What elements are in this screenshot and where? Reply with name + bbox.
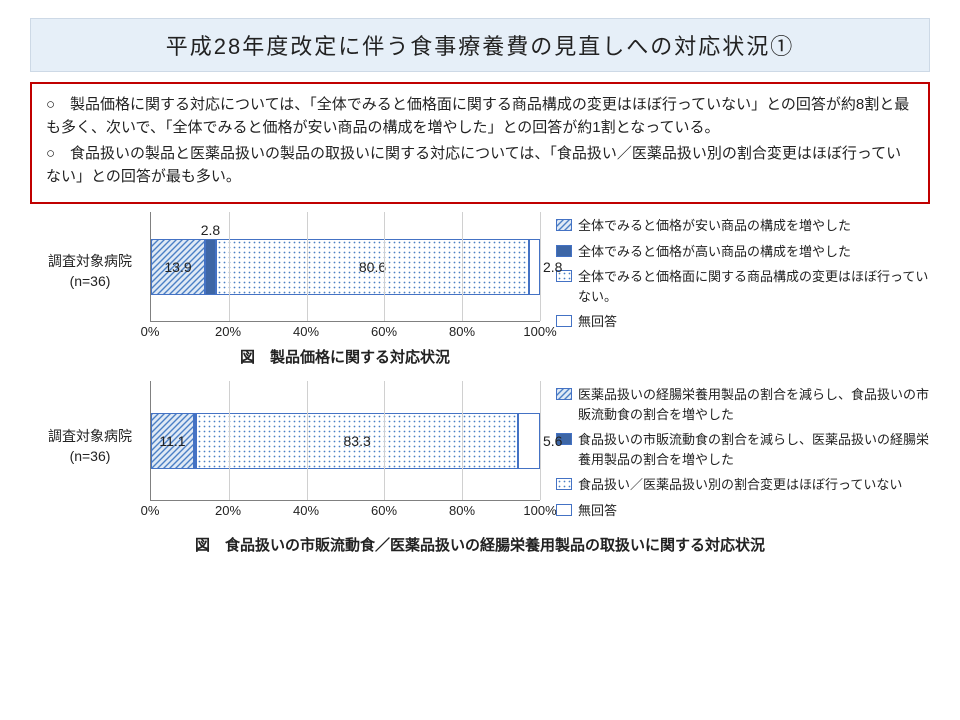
page-root: 平成28年度改定に伴う食事療養費の見直しへの対応状況① ○ 製品価格に関する対応…: [0, 0, 960, 720]
x-tick-label: 80%: [449, 503, 475, 518]
legend-item: 全体でみると価格が高い商品の構成を増やした: [556, 242, 930, 262]
bar-segment: 83.3: [196, 413, 518, 469]
legend-swatch: [556, 504, 572, 516]
chart1-bar: 13.9 2.8 80.6 2.8: [151, 239, 540, 295]
legend-item: 食品扱い／医薬品扱い別の割合変更はほぼ行っていない: [556, 475, 930, 495]
x-tick-label: 60%: [371, 503, 397, 518]
x-tick-label: 100%: [523, 324, 556, 339]
legend-swatch: [556, 219, 572, 231]
bar-segment: 80.6: [216, 239, 529, 295]
x-tick-label: 100%: [523, 503, 556, 518]
chart1-ylabel-line2: (n=36): [30, 272, 150, 292]
legend-text: 無回答: [578, 501, 617, 521]
chart1-legend: 全体でみると価格が安い商品の構成を増やした全体でみると価格が高い商品の構成を増や…: [540, 212, 930, 338]
chart1-caption: 図 製品価格に関する対応状況: [150, 346, 540, 367]
gridline: [229, 212, 230, 321]
x-tick-label: 0%: [141, 503, 160, 518]
bar-segment-label: 83.3: [344, 433, 371, 449]
legend-item: 全体でみると価格が安い商品の構成を増やした: [556, 216, 930, 236]
legend-swatch: [556, 315, 572, 327]
legend-text: 全体でみると価格が安い商品の構成を増やした: [578, 216, 851, 236]
bar-segment-label: 2.8: [543, 259, 562, 275]
legend-item: 無回答: [556, 501, 930, 521]
bar-segment-label: 2.8: [201, 222, 220, 238]
bar-segment: 13.9: [151, 239, 205, 295]
chart1-block: 調査対象病院 (n=36) 13.9 2.8 80.6 2.8 0% 20% 40% 60%…: [30, 212, 930, 367]
chart1-plot-area: 13.9 2.8 80.6 2.8: [150, 212, 540, 322]
x-tick-label: 40%: [293, 503, 319, 518]
bar-segment-label: 13.9: [164, 259, 191, 275]
legend-text: 医薬品扱いの経腸栄養用製品の割合を減らし、食品扱いの市販流動食の割合を増やした: [578, 385, 930, 424]
chart2-bar: 11.1 83.3 5.6: [151, 413, 540, 469]
legend-swatch: [556, 388, 572, 400]
summary-bullet-2: ○ 食品扱いの製品と医薬品扱いの製品の取扱いに関する対応については、「食品扱い／…: [46, 143, 914, 188]
gridline: [384, 212, 385, 321]
legend-item: 医薬品扱いの経腸栄養用製品の割合を減らし、食品扱いの市販流動食の割合を増やした: [556, 385, 930, 424]
chart1-ylabel-line1: 調査対象病院: [30, 252, 150, 272]
chart2-caption: 図 食品扱いの市販流動食／医薬品扱いの経腸栄養用製品の取扱いに関する対応状況: [30, 534, 930, 555]
chart1-xticks: 0%20%40%60%80%100%: [150, 322, 540, 342]
chart2-block: 調査対象病院 (n=36) 11.1 83.3 5.6 0% 20% 40% 60% 80%…: [30, 381, 930, 526]
gridline: [462, 212, 463, 321]
x-tick-label: 20%: [215, 324, 241, 339]
chart2-ylabel-line2: (n=36): [30, 447, 150, 467]
chart2-legend: 医薬品扱いの経腸栄養用製品の割合を減らし、食品扱いの市販流動食の割合を増やした食…: [540, 381, 930, 526]
chart2-ylabel: 調査対象病院 (n=36): [30, 381, 150, 466]
chart1-ylabel: 調査対象病院 (n=36): [30, 212, 150, 291]
chart2-plot-area: 11.1 83.3 5.6: [150, 381, 540, 501]
chart2-plot-col: 11.183.35.6 0%20%40%60%80%100%: [150, 381, 540, 521]
legend-item: 全体でみると価格面に関する商品構成の変更はほぼ行っていない。: [556, 267, 930, 306]
summary-bullet-1: ○ 製品価格に関する対応については、「全体でみると価格面に関する商品構成の変更は…: [46, 94, 914, 139]
legend-swatch: [556, 478, 572, 490]
legend-swatch: [556, 245, 572, 257]
bar-segment: 5.6: [518, 413, 540, 469]
gridline: [384, 381, 385, 500]
summary-box: ○ 製品価格に関する対応については、「全体でみると価格面に関する商品構成の変更は…: [30, 82, 930, 204]
legend-item: 食品扱いの市販流動食の割合を減らし、医薬品扱いの経腸栄養用製品の割合を増やした: [556, 430, 930, 469]
bar-segment: 11.1: [151, 413, 194, 469]
page-title: 平成28年度改定に伴う食事療養費の見直しへの対応状況①: [30, 18, 930, 72]
bar-segment-label: 11.1: [159, 433, 185, 449]
gridline: [307, 212, 308, 321]
gridline: [229, 381, 230, 500]
chart2-ylabel-line1: 調査対象病院: [30, 427, 150, 447]
legend-text: 無回答: [578, 312, 617, 332]
legend-text: 全体でみると価格が高い商品の構成を増やした: [578, 242, 851, 262]
x-tick-label: 0%: [141, 324, 160, 339]
chart2-xticks: 0%20%40%60%80%100%: [150, 501, 540, 521]
legend-text: 食品扱い／医薬品扱い別の割合変更はほぼ行っていない: [578, 475, 902, 495]
chart1-plot-col: 13.92.880.62.8 0%20%40%60%80%100% 図 製品価格…: [150, 212, 540, 367]
bar-segment-label: 5.6: [543, 433, 562, 449]
x-tick-label: 20%: [215, 503, 241, 518]
legend-text: 全体でみると価格面に関する商品構成の変更はほぼ行っていない。: [578, 267, 930, 306]
bar-segment-label: 80.6: [359, 259, 386, 275]
gridline: [462, 381, 463, 500]
gridline: [540, 212, 541, 321]
x-tick-label: 60%: [371, 324, 397, 339]
x-tick-label: 40%: [293, 324, 319, 339]
bar-segment: 2.8: [205, 239, 216, 295]
x-tick-label: 80%: [449, 324, 475, 339]
legend-text: 食品扱いの市販流動食の割合を減らし、医薬品扱いの経腸栄養用製品の割合を増やした: [578, 430, 930, 469]
gridline: [540, 381, 541, 500]
legend-item: 無回答: [556, 312, 930, 332]
gridline: [307, 381, 308, 500]
bar-segment: 2.8: [529, 239, 540, 295]
